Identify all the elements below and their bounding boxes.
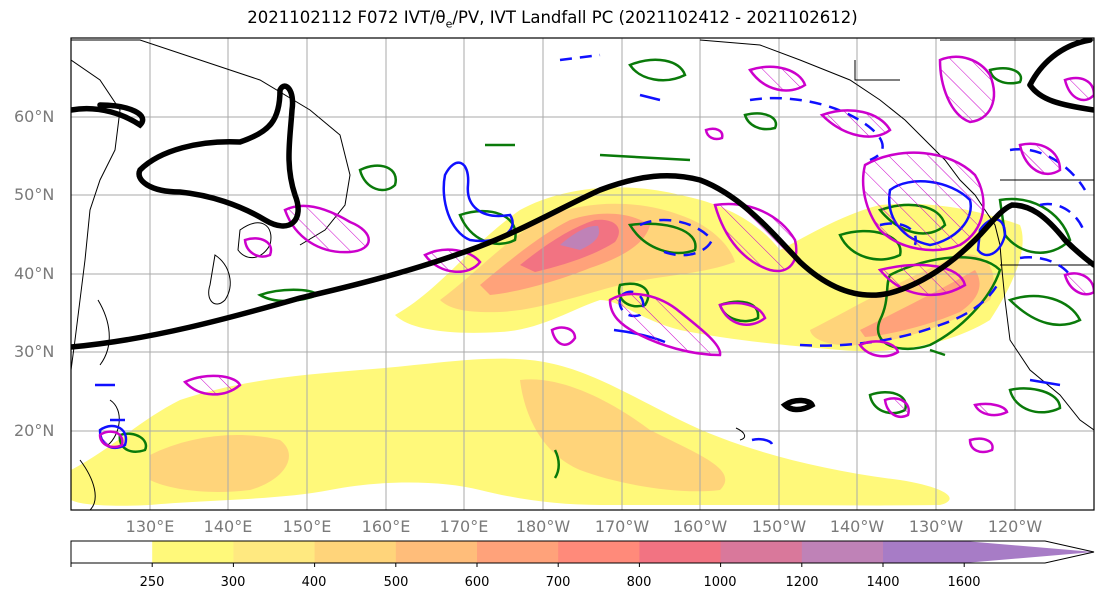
colorbar-tick-600: 600 — [464, 575, 490, 590]
colorbar-box — [477, 541, 559, 563]
colorbar-tick-1600: 1600 — [947, 575, 981, 590]
lon-label-140e: 140°E — [203, 517, 253, 536]
colorbar-box — [233, 541, 316, 563]
lat-label-20n: 20°N — [14, 421, 55, 440]
lon-label-160e: 160°E — [361, 517, 411, 536]
colorbar-tick-250: 250 — [139, 575, 165, 590]
colorbar-tick-800: 800 — [626, 575, 652, 590]
colorbar — [70, 540, 1095, 567]
lat-label-30n: 30°N — [14, 342, 55, 361]
lon-label-130w: 130°W — [908, 517, 964, 536]
colorbar-tick-400: 400 — [301, 575, 327, 590]
lon-label-170w: 170°W — [594, 517, 650, 536]
colorbar-box — [71, 541, 153, 563]
lon-label-170e: 170°E — [439, 517, 489, 536]
lat-label-60n: 60°N — [14, 107, 55, 126]
lon-label-120w: 120°W — [987, 517, 1043, 536]
gridlines — [71, 38, 1094, 510]
colorbar-box — [395, 541, 478, 563]
lon-label-160w: 160°W — [672, 517, 728, 536]
colorbar-box — [883, 541, 965, 563]
lon-label-130e: 130°E — [125, 517, 175, 536]
colorbar-tick-1000: 1000 — [703, 575, 737, 590]
colorbar-box — [314, 541, 397, 563]
colorbar-extend-arrow — [964, 541, 1094, 563]
colorbar-box — [152, 541, 234, 563]
landfall-pc-contours — [98, 55, 1094, 454]
lat-label-40n: 40°N — [14, 264, 55, 283]
lon-label-180w: 180°W — [515, 517, 571, 536]
colorbar-tick-1400: 1400 — [866, 575, 900, 590]
colorbar-box — [639, 541, 722, 563]
jet-stream-lines — [71, 38, 1094, 413]
lon-label-150e: 150°E — [282, 517, 332, 536]
ivt-shading — [71, 187, 1023, 506]
lon-label-140w: 140°W — [829, 517, 885, 536]
colorbar-box — [558, 541, 640, 563]
colorbar-box — [801, 541, 884, 563]
map-title: 2021102112 F072 IVT/θe/PV, IVT Landfall … — [247, 8, 858, 31]
pv-contours — [118, 58, 1082, 479]
colorbar-tick-300: 300 — [220, 575, 246, 590]
lon-label-150w: 150°W — [751, 517, 807, 536]
colorbar-tick-500: 500 — [383, 575, 409, 590]
colorbar-tick-700: 700 — [545, 575, 571, 590]
map-frame — [70, 37, 1095, 511]
colorbar-tick-1200: 1200 — [785, 575, 819, 590]
lat-label-50n: 50°N — [14, 185, 55, 204]
colorbar-box — [720, 541, 803, 563]
